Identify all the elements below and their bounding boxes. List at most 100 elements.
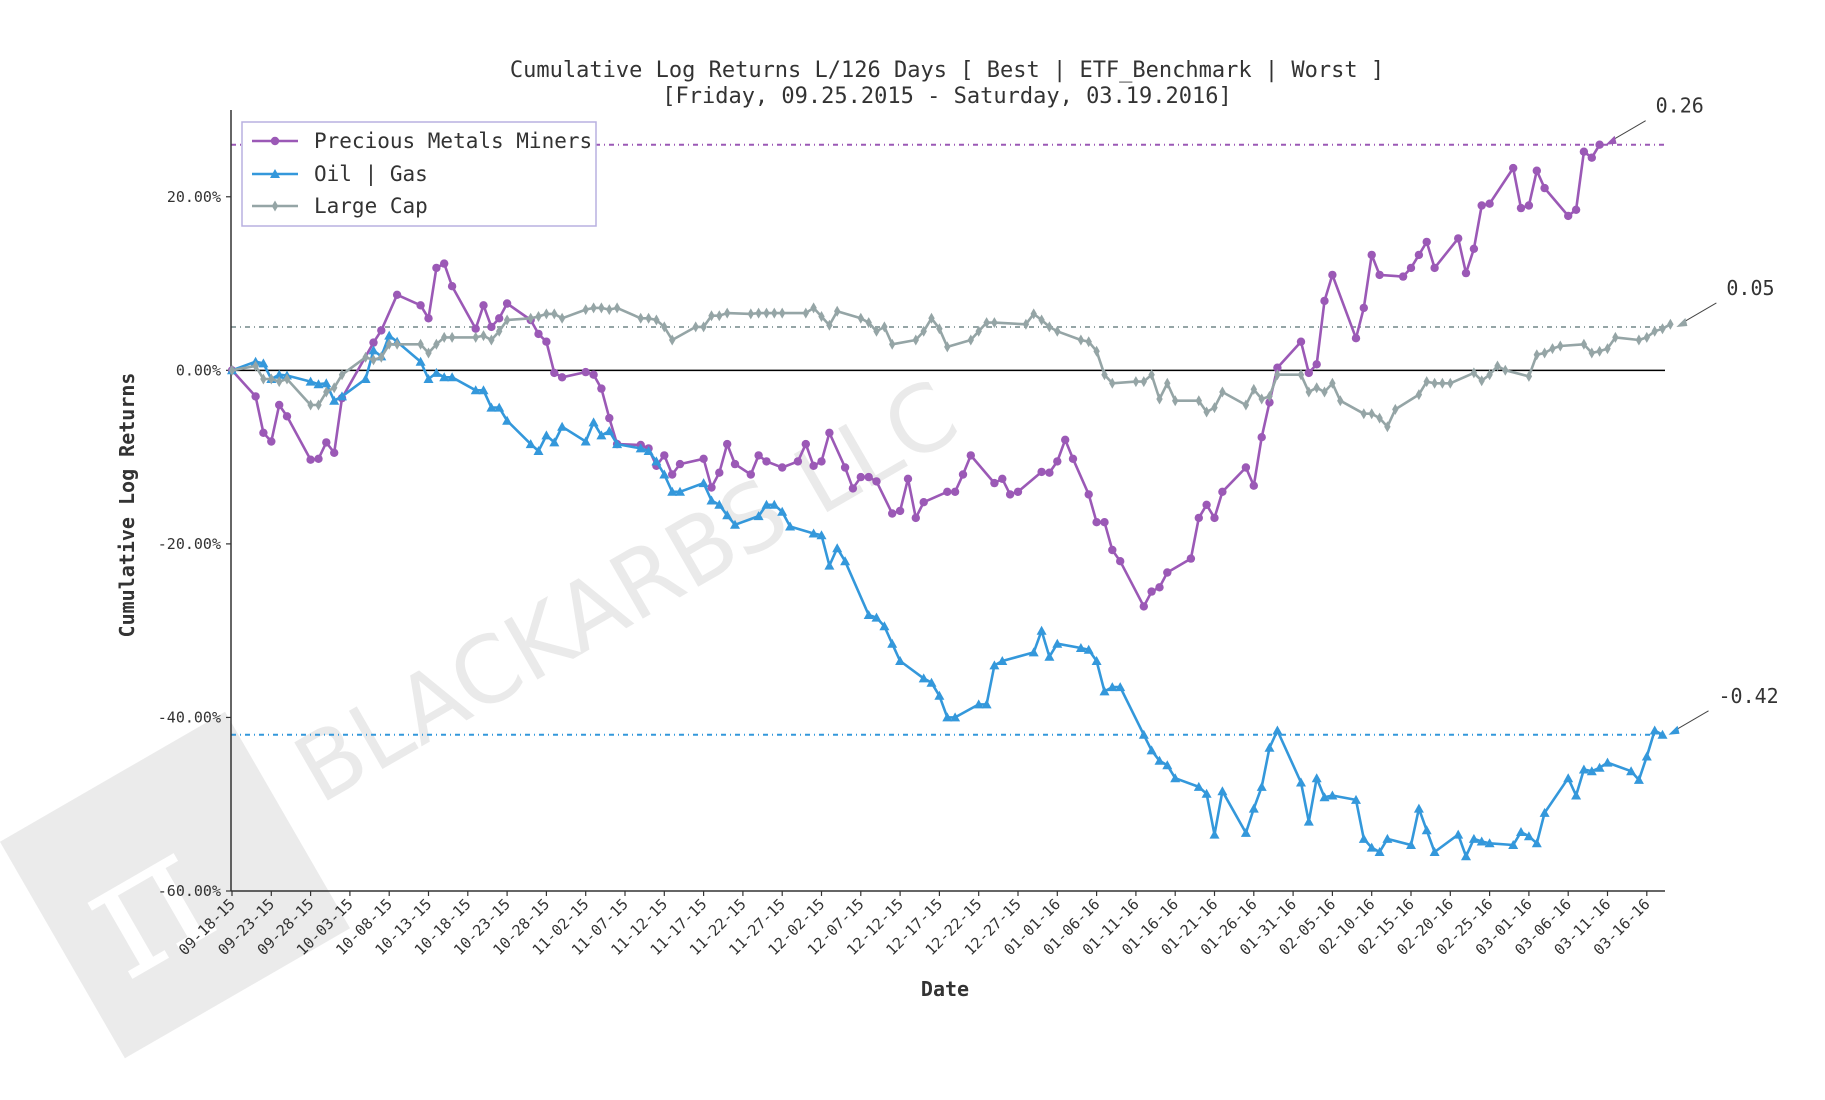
annotation-arrowhead — [1676, 317, 1688, 327]
data-point — [888, 509, 897, 518]
data-point — [934, 690, 945, 700]
data-point — [386, 338, 393, 350]
data-point — [857, 312, 864, 324]
data-point — [589, 370, 598, 379]
annotation-label: 0.26 — [1656, 94, 1704, 118]
data-point — [1264, 742, 1275, 752]
data-point — [384, 330, 395, 340]
data-point — [1549, 343, 1556, 355]
data-point — [329, 395, 340, 405]
data-point — [267, 437, 276, 446]
data-point — [416, 301, 425, 310]
data-point — [1604, 343, 1611, 355]
data-point — [1038, 314, 1045, 326]
data-point — [1533, 349, 1540, 361]
data-point — [1256, 781, 1267, 791]
data-point — [1240, 827, 1251, 837]
data-point — [596, 430, 607, 440]
annotation-label: -0.42 — [1719, 684, 1779, 708]
data-point — [495, 314, 504, 323]
data-point — [1447, 377, 1454, 389]
data-point — [557, 421, 568, 431]
data-point — [478, 385, 489, 395]
data-point — [903, 474, 913, 483]
data-point — [1453, 829, 1464, 839]
data-point — [1571, 790, 1582, 800]
data-point — [991, 317, 998, 329]
data-point — [660, 451, 669, 460]
data-point — [889, 338, 896, 350]
data-point — [871, 612, 882, 622]
data-point — [1319, 792, 1330, 802]
data-point — [1201, 788, 1212, 798]
data-point — [826, 319, 833, 331]
data-point — [1022, 318, 1030, 330]
data-point — [864, 472, 873, 482]
data-point — [1203, 406, 1210, 418]
data-point — [1109, 377, 1116, 389]
data-point — [470, 385, 481, 395]
data-point — [1580, 338, 1588, 350]
data-point — [321, 378, 332, 388]
data-point — [989, 660, 1000, 670]
data-point — [1115, 682, 1126, 692]
data-point — [1116, 557, 1125, 566]
data-point — [698, 478, 709, 488]
x-axis-title: Date — [921, 977, 969, 1001]
data-point — [1579, 147, 1589, 156]
y-tick-label: -60.00% — [158, 882, 221, 900]
data-point — [1132, 376, 1140, 388]
data-point — [1273, 363, 1282, 372]
data-point — [1156, 393, 1163, 405]
data-point — [1005, 490, 1015, 499]
data-point — [707, 483, 716, 492]
data-point — [1359, 303, 1369, 313]
data-point — [1635, 334, 1643, 346]
data-point — [779, 307, 786, 319]
data-point — [865, 317, 872, 329]
data-point — [1249, 481, 1259, 490]
data-point — [1532, 166, 1542, 175]
data-point — [424, 314, 433, 323]
data-point — [754, 451, 763, 460]
data-point — [1524, 201, 1534, 210]
data-point — [1250, 383, 1257, 395]
data-point — [1602, 757, 1613, 767]
data-point — [1422, 237, 1431, 247]
data-point — [936, 323, 943, 335]
data-point — [597, 384, 606, 393]
watermark: π BLACKARBS LLC — [0, 360, 975, 1059]
data-point — [1431, 377, 1438, 389]
data-point — [1248, 803, 1259, 813]
data-point — [1146, 745, 1157, 755]
data-point — [268, 373, 275, 385]
data-point — [550, 368, 559, 378]
data-point — [377, 326, 386, 335]
data-point — [1163, 568, 1172, 577]
data-point — [1540, 183, 1549, 193]
data-point — [1297, 369, 1305, 381]
data-point — [1667, 318, 1674, 330]
data-point — [1219, 386, 1226, 398]
data-point — [825, 428, 834, 437]
data-point — [834, 305, 841, 317]
data-point — [973, 699, 984, 709]
data-point — [1367, 250, 1376, 260]
chart-title: Cumulative Log Returns L/126 Days [ Best… — [510, 58, 1384, 83]
data-point — [1430, 263, 1439, 273]
data-point — [370, 354, 377, 366]
data-point — [1516, 827, 1526, 836]
data-point — [1398, 272, 1408, 281]
data-point — [1595, 140, 1604, 149]
data-point — [824, 560, 835, 570]
data-point — [661, 321, 668, 333]
data-point — [1327, 790, 1338, 800]
data-point — [1044, 651, 1055, 661]
data-point — [700, 321, 707, 333]
data-point — [816, 530, 827, 540]
data-point — [1100, 518, 1109, 527]
data-point — [1313, 382, 1320, 394]
data-point — [667, 486, 678, 496]
data-point — [1093, 345, 1100, 357]
data-point — [919, 498, 928, 507]
